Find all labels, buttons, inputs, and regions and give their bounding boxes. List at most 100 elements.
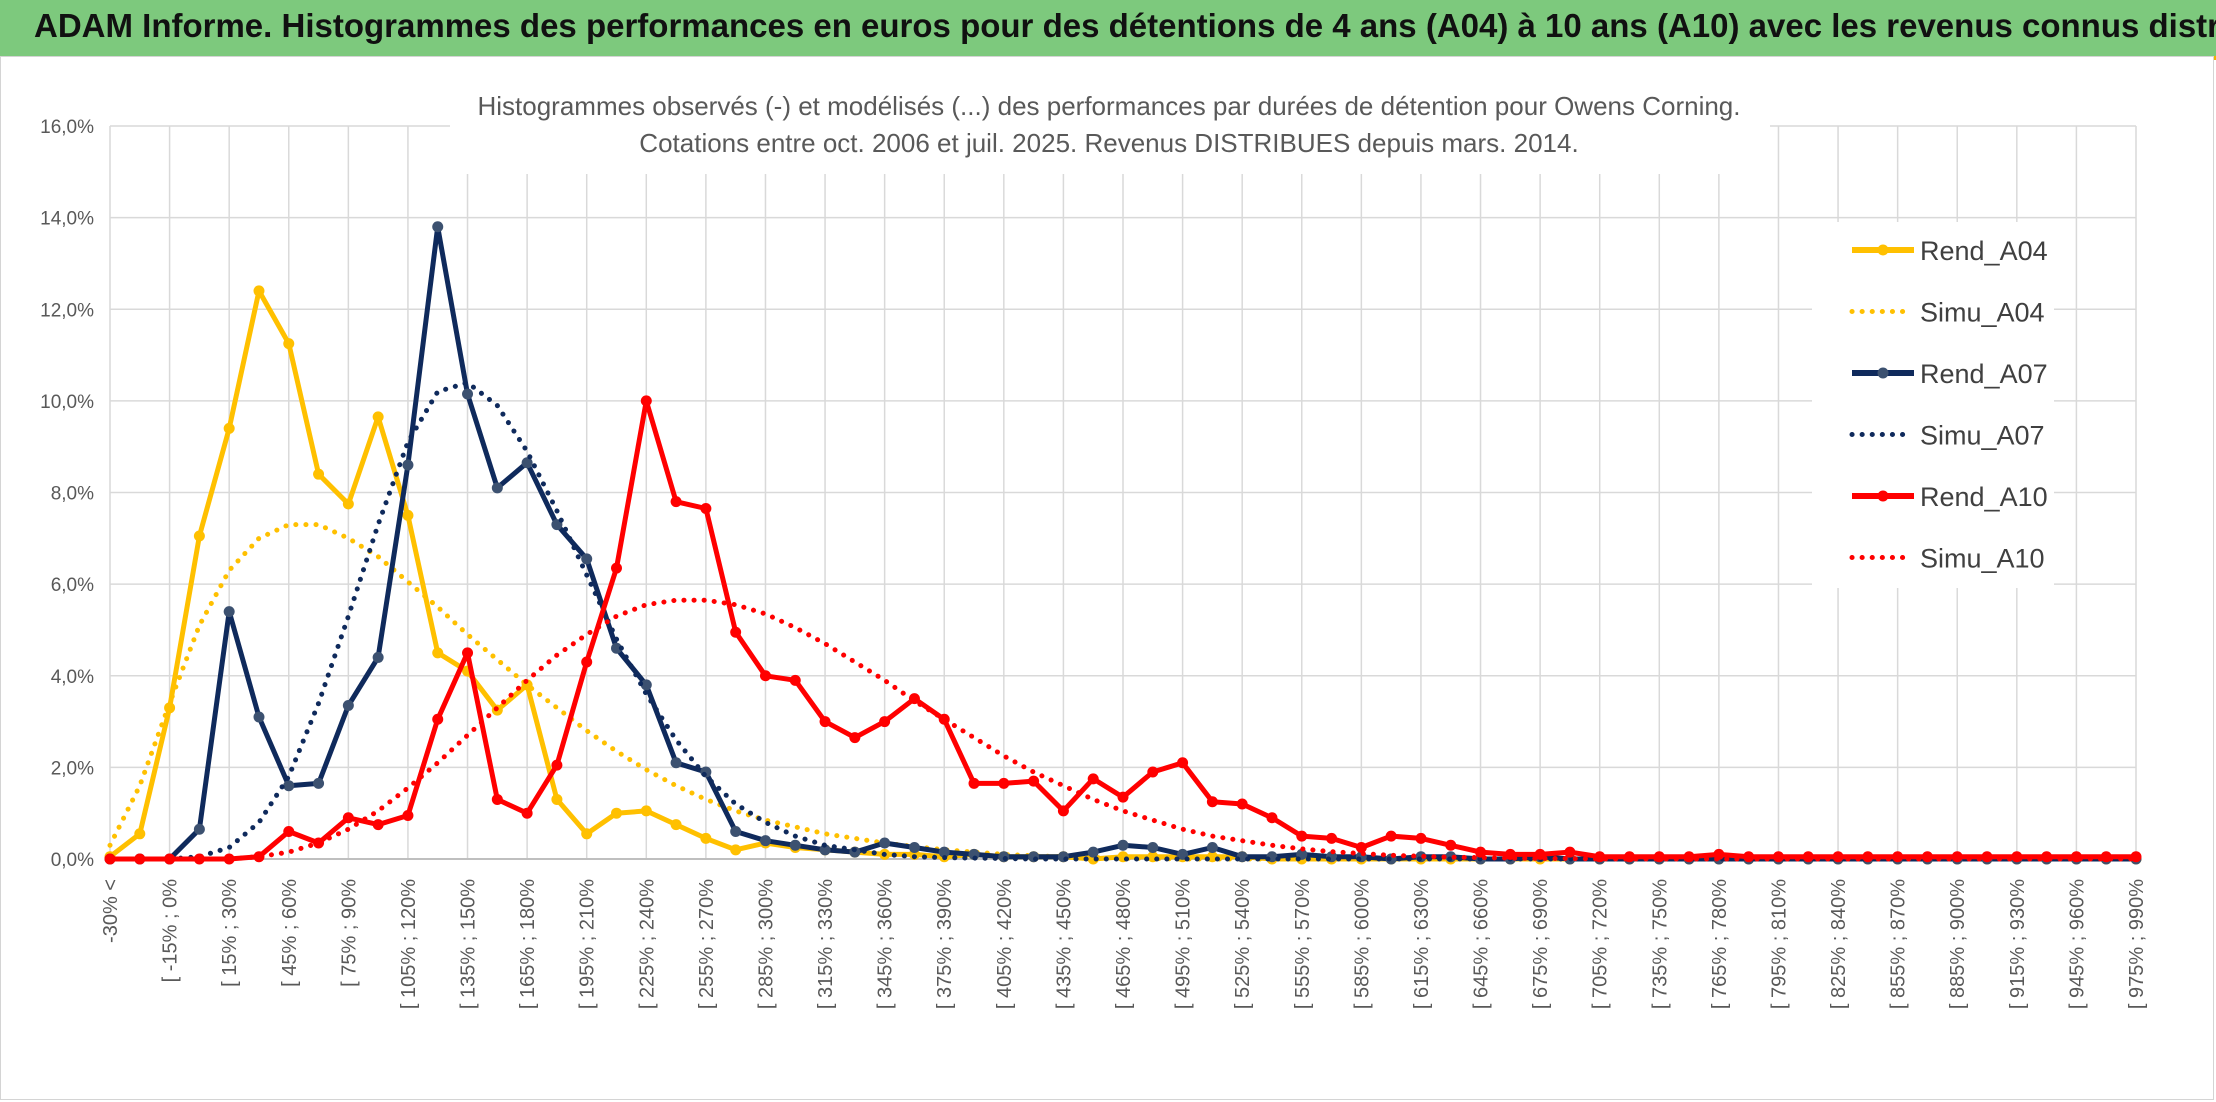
data-point bbox=[1415, 832, 1427, 844]
report-banner: ADAM Informe. Histogrammes des performan… bbox=[0, 0, 2216, 58]
data-point bbox=[283, 338, 295, 350]
x-tick-label: [ 15% ; 30% bbox=[219, 879, 241, 987]
legend-marker bbox=[1877, 367, 1889, 379]
data-point bbox=[551, 759, 563, 771]
x-tick-label: [ 675% ; 690% bbox=[1530, 879, 1552, 1009]
y-tick-label: 8,0% bbox=[51, 484, 94, 505]
y-tick-label: 14,0% bbox=[40, 209, 94, 230]
y-tick-label: 2,0% bbox=[51, 758, 94, 779]
report-title: ADAM Informe. Histogrammes des performan… bbox=[34, 7, 2216, 44]
x-tick-label: [ 615% ; 630% bbox=[1411, 879, 1433, 1009]
legend-item: Rend_A04 bbox=[1852, 236, 2048, 266]
data-point bbox=[670, 757, 682, 769]
data-point bbox=[313, 468, 325, 480]
data-point bbox=[670, 496, 682, 508]
legend-label: Rend_A04 bbox=[1920, 236, 2048, 266]
data-point bbox=[938, 846, 950, 858]
data-point bbox=[134, 828, 146, 840]
x-tick-label: [ 735% ; 750% bbox=[1649, 879, 1671, 1009]
data-point bbox=[551, 793, 563, 805]
data-point bbox=[402, 809, 414, 821]
data-point bbox=[759, 835, 771, 847]
data-point bbox=[313, 777, 325, 789]
data-point bbox=[462, 388, 474, 400]
data-point bbox=[1326, 832, 1338, 844]
x-tick-label: [ 645% ; 660% bbox=[1471, 879, 1493, 1009]
x-tick-label: [ 345% ; 360% bbox=[875, 879, 897, 1009]
data-point bbox=[342, 812, 354, 824]
x-tick-label: [ 825% ; 840% bbox=[1828, 879, 1850, 1009]
data-point bbox=[581, 656, 593, 668]
data-point bbox=[372, 411, 384, 423]
data-point bbox=[1087, 846, 1099, 858]
x-tick-label: [ 465% ; 480% bbox=[1113, 879, 1135, 1009]
y-tick-label: 12,0% bbox=[40, 300, 94, 321]
series-layer bbox=[104, 221, 2142, 865]
data-point bbox=[432, 713, 444, 725]
data-point bbox=[521, 457, 533, 469]
data-point bbox=[432, 221, 444, 233]
data-point bbox=[1445, 839, 1457, 851]
series-simu-a07 bbox=[107, 380, 2139, 862]
x-tick-label: [ 255% ; 270% bbox=[696, 879, 718, 1009]
x-tick-label: [ 765% ; 780% bbox=[1709, 879, 1731, 1009]
x-tick-label: [ 555% ; 570% bbox=[1292, 879, 1314, 1009]
x-tick-label: [ 795% ; 810% bbox=[1768, 879, 1790, 1009]
legend-label: Rend_A10 bbox=[1920, 482, 2048, 512]
legend-item: Simu_A07 bbox=[1849, 421, 2045, 451]
data-point bbox=[879, 716, 891, 728]
data-point bbox=[372, 651, 384, 663]
y-tick-label: 10,0% bbox=[40, 392, 94, 413]
data-point bbox=[402, 459, 414, 471]
legend-background bbox=[1812, 222, 2054, 588]
x-tick-label: [ 915% ; 930% bbox=[2007, 879, 2029, 1009]
data-point bbox=[581, 553, 593, 565]
data-point bbox=[253, 285, 265, 297]
data-point bbox=[283, 780, 295, 792]
legend-item: Rend_A10 bbox=[1852, 482, 2048, 512]
data-point bbox=[521, 807, 533, 819]
series-line bbox=[107, 380, 2139, 862]
x-tick-label: [ 225% ; 240% bbox=[636, 879, 658, 1009]
data-point bbox=[730, 626, 742, 638]
y-tick-label: 4,0% bbox=[51, 667, 94, 688]
x-tick-label: [ 315% ; 330% bbox=[815, 879, 837, 1009]
x-tick-label: [ 285% ; 300% bbox=[755, 879, 777, 1009]
data-point bbox=[1028, 775, 1040, 787]
x-tick-label: [ 945% ; 960% bbox=[2066, 879, 2088, 1009]
x-tick-label: [ 135% ; 150% bbox=[458, 879, 480, 1009]
data-point bbox=[1177, 757, 1189, 769]
legend-item: Simu_A04 bbox=[1849, 298, 2045, 328]
data-point bbox=[342, 498, 354, 510]
data-point bbox=[1206, 842, 1218, 854]
data-point bbox=[193, 530, 205, 542]
data-point bbox=[1057, 805, 1069, 817]
data-point bbox=[789, 839, 801, 851]
data-point bbox=[462, 647, 474, 659]
series-simu-a10 bbox=[107, 597, 2139, 862]
chart-title-line: Cotations entre oct. 2006 et juil. 2025.… bbox=[639, 128, 1578, 158]
x-tick-label: [ 45% ; 60% bbox=[279, 879, 301, 987]
y-tick-label: 0,0% bbox=[51, 850, 94, 871]
chart-title-layer: Histogrammes observés (-) et modélisés (… bbox=[450, 82, 1770, 174]
data-point bbox=[283, 826, 295, 838]
data-point bbox=[908, 842, 920, 854]
data-point bbox=[193, 823, 205, 835]
data-point bbox=[1266, 812, 1278, 824]
y-tick-label: 6,0% bbox=[51, 575, 94, 596]
x-tick-label: [ 375% ; 390% bbox=[934, 879, 956, 1009]
series-line bbox=[107, 522, 2139, 862]
legend-label: Simu_A07 bbox=[1920, 421, 2045, 451]
legend-label: Rend_A07 bbox=[1920, 359, 2048, 389]
data-point bbox=[223, 422, 235, 434]
data-point bbox=[789, 674, 801, 686]
data-point bbox=[581, 828, 593, 840]
data-point bbox=[253, 711, 265, 723]
data-point bbox=[640, 395, 652, 407]
data-point bbox=[759, 670, 771, 682]
series-line bbox=[107, 597, 2139, 862]
data-point bbox=[879, 837, 891, 849]
x-tick-label: [ 525% ; 540% bbox=[1232, 879, 1254, 1009]
x-tick-label: [ 195% ; 210% bbox=[577, 879, 599, 1009]
